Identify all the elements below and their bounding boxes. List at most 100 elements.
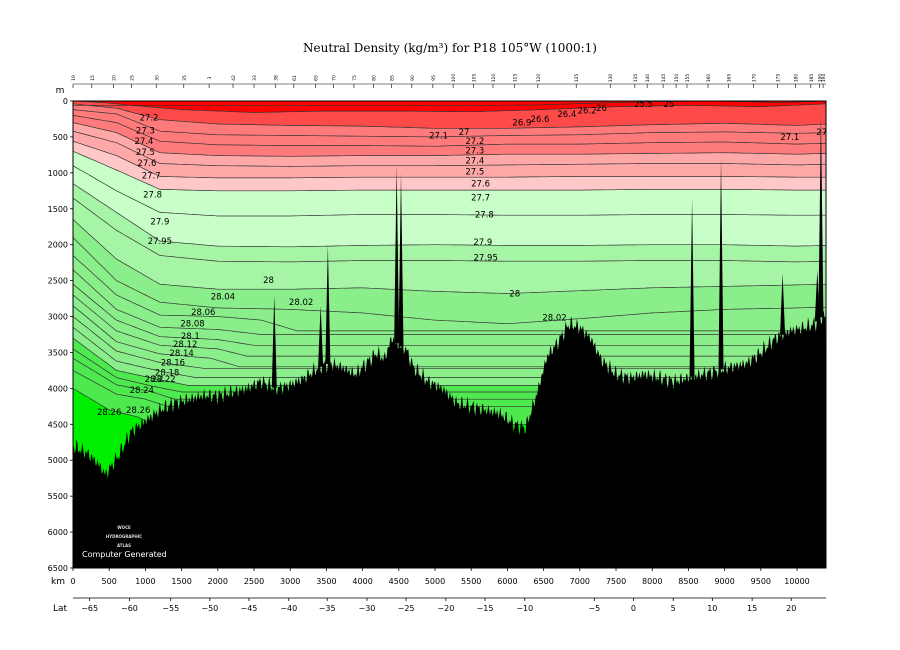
contour-label: 27.2 (465, 137, 484, 147)
x-tick-label: 4500 (389, 577, 409, 586)
seamount-spike (271, 294, 277, 388)
station-label: 180 (794, 74, 800, 83)
station-label: 25 (130, 75, 136, 81)
station-label: 194 (821, 74, 827, 83)
contour-label: 28 (509, 290, 520, 300)
watermark-line2: HYDROGRAPHIC (106, 534, 142, 539)
plot-frame-rect (72, 100, 827, 569)
x-tick-label: 1000 (135, 577, 155, 586)
y-tick-label: 500 (53, 133, 68, 142)
contour-label: 28.2 (145, 375, 164, 385)
x-tick-label: 5000 (425, 577, 445, 586)
isopycnal-line (73, 140, 826, 179)
contour-label: 28.18 (155, 369, 179, 379)
isopycnal-line (73, 219, 826, 294)
lat-tick-label: 5 (671, 604, 676, 613)
contour-label: 28.1 (181, 332, 200, 342)
station-label: 155 (685, 74, 691, 83)
seamount-spike (818, 115, 824, 318)
station-label: 80 (371, 75, 377, 81)
station-label: 105 (471, 74, 477, 83)
seamount-spike (780, 273, 786, 335)
y-tick-label: 4500 (48, 420, 68, 429)
station-label: 190 (817, 74, 823, 83)
contour-label: 27.5 (465, 167, 484, 177)
isopycnal-line (73, 165, 826, 217)
lat-tick-label: 0 (631, 604, 636, 613)
x-tick-label: 3500 (316, 577, 336, 586)
seamount-spike (689, 197, 695, 377)
contour-labels: 27.227.327.427.527.627.727.827.927.95282… (97, 100, 826, 418)
station-label: 150 (674, 74, 680, 83)
station-label: 185 (809, 74, 815, 83)
contour-label: 27.7 (142, 172, 161, 182)
y-tick-label: 5500 (48, 492, 68, 501)
x-tick-label: 6000 (497, 577, 517, 586)
station-label: 120 (536, 74, 542, 83)
station-label: 115 (513, 74, 519, 83)
watermark-caption: Computer Generated (82, 550, 167, 559)
lat-tick-label: −60 (121, 604, 138, 613)
contour-label: 26.9 (512, 119, 531, 129)
lat-tick-label: −45 (240, 604, 257, 613)
contour-label: 27.8 (143, 190, 162, 200)
y-tick-label: 4000 (48, 384, 68, 393)
isopycnal-line (73, 327, 826, 378)
isopycnal-line (73, 115, 826, 147)
x-tick-label: 1500 (171, 577, 191, 586)
contour-label: 28.14 (169, 349, 193, 359)
isopycnal-line (73, 183, 826, 248)
x-tick-label: 6500 (533, 577, 553, 586)
station-label: 70 (332, 75, 338, 81)
x-tick-label: 500 (102, 577, 117, 586)
contour-label: 27.1 (780, 133, 799, 143)
contour-label: 27.6 (471, 180, 490, 190)
station-label: 135 (633, 74, 639, 83)
lat-tick-label: −25 (398, 604, 415, 613)
isopycnal-line (73, 197, 826, 263)
isopycnal-contours (73, 101, 826, 425)
density-band (73, 101, 826, 113)
density-band (73, 122, 826, 178)
station-label: 33 (252, 75, 258, 81)
contour-label: 28.04 (211, 292, 235, 302)
station-label: 130 (608, 74, 614, 83)
density-band (73, 183, 826, 294)
isopycnal-line (73, 103, 826, 129)
contour-label: 27.4 (135, 137, 154, 147)
x-tick-label: 9000 (714, 577, 734, 586)
contour-label: 28.06 (191, 308, 215, 318)
seamount-spike (718, 158, 724, 370)
seamount-spike (325, 244, 331, 364)
isopycnal-line (73, 269, 826, 335)
seamount-spike (398, 172, 404, 347)
isopycnal-line (73, 130, 826, 167)
y-tick-label: 5000 (48, 456, 68, 465)
station-label: 110 (491, 74, 497, 83)
lat-tick-label: −5 (588, 604, 600, 613)
x-axis-unit: km (51, 577, 65, 587)
y-tick-label: 2000 (48, 241, 68, 250)
station-label: 20 (112, 75, 118, 81)
watermark-line1: WOCE (117, 525, 131, 530)
seafloor-profile (73, 311, 826, 568)
isopycnal-line (73, 101, 826, 113)
contour-label: 25.5 (634, 100, 653, 110)
station-label: 125 (574, 74, 580, 83)
contour-label: 28.26 (97, 408, 121, 418)
station-label: 61 (292, 75, 298, 81)
isopycnal-line (73, 255, 826, 332)
y-tick-label: 1000 (48, 169, 68, 178)
seamount-spike (318, 305, 324, 367)
y-tick-label: 2500 (48, 277, 68, 286)
station-label: 15 (90, 75, 96, 81)
isopycnal-line (73, 283, 826, 346)
contour-label: 28.08 (180, 320, 204, 330)
lat-tick-label: 20 (786, 604, 796, 613)
station-label: 19 (71, 75, 77, 81)
contour-label: 27.2 (140, 114, 159, 124)
contour-label: 28.16 (161, 359, 185, 369)
y-tick-label: 1500 (48, 205, 68, 214)
x-tick-label: 5500 (461, 577, 481, 586)
station-label: 65 (314, 75, 320, 81)
